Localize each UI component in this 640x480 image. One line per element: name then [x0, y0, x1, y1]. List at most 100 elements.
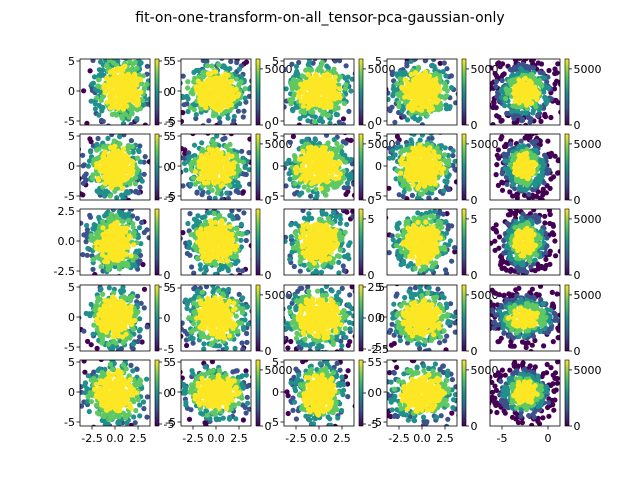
scatter-point	[287, 139, 293, 145]
scatter-point	[80, 192, 86, 198]
scatter-point	[90, 266, 96, 272]
scatter-point	[437, 88, 443, 94]
y-tick-label: 2.5	[58, 205, 76, 218]
scatter-point	[107, 165, 113, 171]
y-tick-label: -5	[165, 115, 176, 128]
scatter-point	[229, 281, 234, 286]
scatter-point	[535, 113, 541, 119]
scatter-point	[419, 78, 425, 84]
scatter-point	[340, 139, 346, 145]
colorbar	[564, 58, 570, 126]
y-tick-label: 5	[169, 55, 176, 68]
scatter-point	[525, 159, 531, 165]
scatter-point	[123, 202, 128, 207]
scatter-point	[555, 61, 560, 67]
scatter-point	[202, 214, 208, 220]
scatter-point	[317, 178, 323, 184]
scatter-point	[104, 256, 110, 262]
scatter-point	[221, 127, 226, 132]
scatter-point	[130, 203, 135, 208]
scatter-point	[130, 149, 136, 155]
scatter-point	[108, 211, 114, 218]
scatter-point	[240, 114, 246, 120]
scatter-point	[115, 202, 120, 207]
scatter-point	[88, 149, 94, 155]
scatter-point	[499, 171, 505, 177]
scatter-point	[323, 134, 330, 138]
scatter-point	[297, 115, 303, 122]
scatter-point	[396, 192, 402, 198]
scatter-point	[235, 267, 241, 273]
scatter-point	[210, 96, 216, 102]
scatter-point	[323, 158, 329, 164]
scatter-point	[452, 158, 457, 164]
scatter-point	[236, 158, 242, 164]
scatter-point	[224, 190, 230, 196]
scatter-point	[113, 213, 119, 219]
colorbar	[154, 133, 160, 201]
scatter-point	[431, 149, 437, 155]
scatter-point	[401, 189, 407, 195]
scatter-point	[80, 220, 84, 226]
scatter-point	[144, 227, 150, 233]
scatter-point	[122, 127, 127, 132]
scatter-point	[526, 191, 532, 198]
scatter-point	[442, 178, 448, 184]
scatter-point	[400, 105, 406, 111]
scatter-point	[319, 59, 325, 65]
scatter-point	[555, 158, 560, 164]
scatter-point	[100, 225, 106, 231]
scatter-point	[448, 85, 455, 91]
scatter-point	[344, 180, 351, 186]
scatter-point	[346, 108, 352, 114]
scatter-point	[419, 122, 425, 125]
scatter-point	[392, 119, 398, 125]
scatter-point	[312, 137, 318, 143]
scatter-point	[114, 226, 120, 232]
scatter-point	[304, 85, 310, 91]
scatter-point	[181, 160, 188, 166]
scatter-point	[239, 148, 245, 154]
scatter-point	[246, 150, 251, 156]
axes-frame	[489, 58, 561, 126]
scatter-points	[80, 127, 150, 208]
scatter-point	[123, 168, 129, 174]
scatter-point	[233, 183, 239, 189]
scatter-point	[125, 243, 131, 249]
scatter-point	[394, 87, 400, 93]
subplot-r2-c1: 0	[173, 208, 272, 286]
scatter-point	[159, 76, 164, 81]
scatter-point	[94, 231, 100, 237]
scatter-point	[221, 99, 227, 105]
scatter-point	[246, 86, 251, 92]
scatter-point	[333, 153, 339, 159]
scatter-point	[173, 251, 178, 256]
scatter-point	[422, 69, 428, 75]
scatter-point	[516, 125, 521, 130]
scatter-point	[187, 154, 193, 160]
scatter-point	[211, 210, 217, 217]
scatter-point	[480, 98, 485, 103]
scatter-point	[452, 166, 457, 172]
y-tick-label: -2.5	[54, 265, 75, 278]
scatter-point	[94, 95, 100, 101]
scatter-point	[455, 91, 457, 97]
scatter-point	[111, 255, 118, 261]
scatter-point	[196, 68, 202, 74]
scatter-point	[114, 195, 120, 200]
scatter-point	[105, 127, 110, 132]
scatter-point	[510, 112, 516, 119]
scatter-point	[225, 115, 231, 121]
scatter-point	[442, 145, 448, 151]
scatter-point	[191, 142, 198, 148]
y-tick-label: -5	[165, 190, 176, 203]
scatter-point	[320, 104, 326, 110]
y-tick-label: 0	[272, 115, 279, 128]
scatter-point	[235, 189, 242, 196]
scatter-point	[490, 65, 494, 71]
scatter-point	[418, 86, 424, 92]
scatter-point	[496, 114, 502, 120]
